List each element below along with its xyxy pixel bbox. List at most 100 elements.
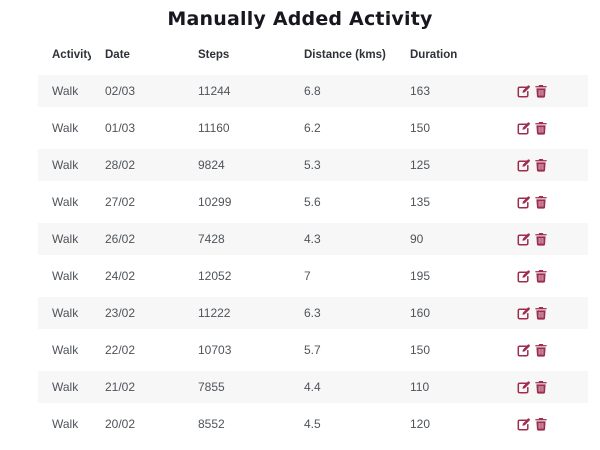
edit-icon (517, 418, 530, 431)
cell-date: 26/02 (105, 232, 136, 246)
cell-activity: Walk (52, 121, 79, 135)
cell-duration: 160 (410, 306, 431, 320)
header-duration: Duration (410, 49, 458, 61)
cell-steps: 11244 (198, 84, 231, 98)
trash-icon (535, 122, 547, 135)
table-row: Walk 26/02 7428 4.3 90 (38, 223, 588, 255)
cell-duration: 150 (410, 121, 431, 135)
edit-icon (517, 159, 530, 172)
cell-actions (503, 186, 588, 218)
cell-duration: 90 (410, 232, 424, 246)
cell-distance: 4.3 (304, 232, 321, 246)
trash-icon (535, 381, 547, 394)
cell-steps: 11160 (198, 121, 230, 135)
edit-icon (517, 196, 530, 209)
header-activity: Activity (52, 49, 91, 61)
cell-date: 22/02 (105, 343, 136, 357)
cell-activity: Walk (52, 343, 79, 357)
table-row: Walk 02/03 11244 6.8 163 (38, 75, 588, 107)
delete-button[interactable] (534, 417, 549, 432)
edit-button[interactable] (517, 380, 532, 395)
cell-actions (503, 260, 588, 292)
cell-distance: 5.7 (304, 343, 321, 357)
header-distance: Distance (kms) (304, 49, 386, 61)
cell-steps: 11222 (198, 306, 231, 320)
cell-duration: 120 (410, 417, 431, 431)
cell-actions (503, 75, 588, 107)
edit-button[interactable] (517, 158, 532, 173)
delete-button[interactable] (534, 195, 549, 210)
delete-button[interactable] (534, 232, 549, 247)
cell-activity: Walk (52, 84, 79, 98)
edit-button[interactable] (517, 121, 532, 136)
delete-button[interactable] (534, 380, 549, 395)
cell-distance: 4.5 (304, 417, 321, 431)
cell-steps: 9824 (198, 158, 225, 172)
cell-actions (503, 223, 588, 255)
cell-actions (503, 371, 588, 403)
table-row: Walk 24/02 12052 7 195 (38, 260, 588, 292)
trash-icon (535, 196, 547, 209)
cell-duration: 125 (410, 158, 431, 172)
delete-button[interactable] (534, 269, 549, 284)
edit-button[interactable] (517, 269, 532, 284)
cell-distance: 6.8 (304, 84, 321, 98)
trash-icon (535, 159, 547, 172)
header-date: Date (105, 49, 130, 61)
trash-icon (535, 418, 547, 431)
table-row: Walk 22/02 10703 5.7 150 (38, 334, 588, 366)
cell-date: 27/02 (105, 195, 136, 209)
cell-date: 28/02 (105, 158, 136, 172)
cell-actions (503, 112, 588, 144)
table-body: Walk 02/03 11244 6.8 163 (38, 75, 588, 440)
edit-icon (517, 381, 530, 394)
cell-activity: Walk (52, 269, 79, 283)
edit-button[interactable] (517, 84, 532, 99)
header-steps: Steps (198, 49, 230, 61)
cell-activity: Walk (52, 195, 79, 209)
edit-icon (517, 122, 530, 135)
cell-duration: 195 (410, 269, 431, 283)
cell-steps: 10299 (198, 195, 232, 209)
header-actions (503, 40, 588, 70)
cell-activity: Walk (52, 417, 79, 431)
edit-button[interactable] (517, 343, 532, 358)
table-row: Walk 01/03 11160 6.2 150 (38, 112, 588, 144)
trash-icon (535, 344, 547, 357)
cell-distance: 6.2 (304, 121, 321, 135)
delete-button[interactable] (534, 158, 549, 173)
edit-button[interactable] (517, 417, 532, 432)
cell-steps: 7428 (198, 232, 225, 246)
edit-icon (517, 233, 530, 246)
cell-activity: Walk (52, 306, 79, 320)
delete-button[interactable] (534, 84, 549, 99)
table-header: Activity Date Steps Distance (kms) Durat… (38, 40, 588, 70)
cell-actions (503, 297, 588, 329)
page-title: Manually Added Activity (167, 8, 433, 30)
cell-distance: 7 (304, 269, 311, 283)
edit-button[interactable] (517, 232, 532, 247)
delete-button[interactable] (534, 306, 549, 321)
cell-distance: 6.3 (304, 306, 321, 320)
edit-icon (517, 307, 530, 320)
cell-date: 01/03 (105, 121, 136, 135)
edit-button[interactable] (517, 306, 532, 321)
delete-button[interactable] (534, 343, 549, 358)
trash-icon (535, 233, 547, 246)
cell-activity: Walk (52, 380, 79, 394)
cell-steps: 7855 (198, 380, 225, 394)
delete-button[interactable] (534, 121, 549, 136)
cell-activity: Walk (52, 232, 79, 246)
edit-icon (517, 85, 530, 98)
cell-activity: Walk (52, 158, 79, 172)
table-row: Walk 23/02 11222 6.3 160 (38, 297, 588, 329)
cell-date: 20/02 (105, 417, 136, 431)
edit-button[interactable] (517, 195, 532, 210)
cell-date: 23/02 (105, 306, 136, 320)
cell-date: 24/02 (105, 269, 136, 283)
cell-actions (503, 334, 588, 366)
cell-duration: 150 (410, 343, 431, 357)
cell-duration: 135 (410, 195, 431, 209)
cell-steps: 12052 (198, 269, 232, 283)
cell-steps: 8552 (198, 417, 225, 431)
